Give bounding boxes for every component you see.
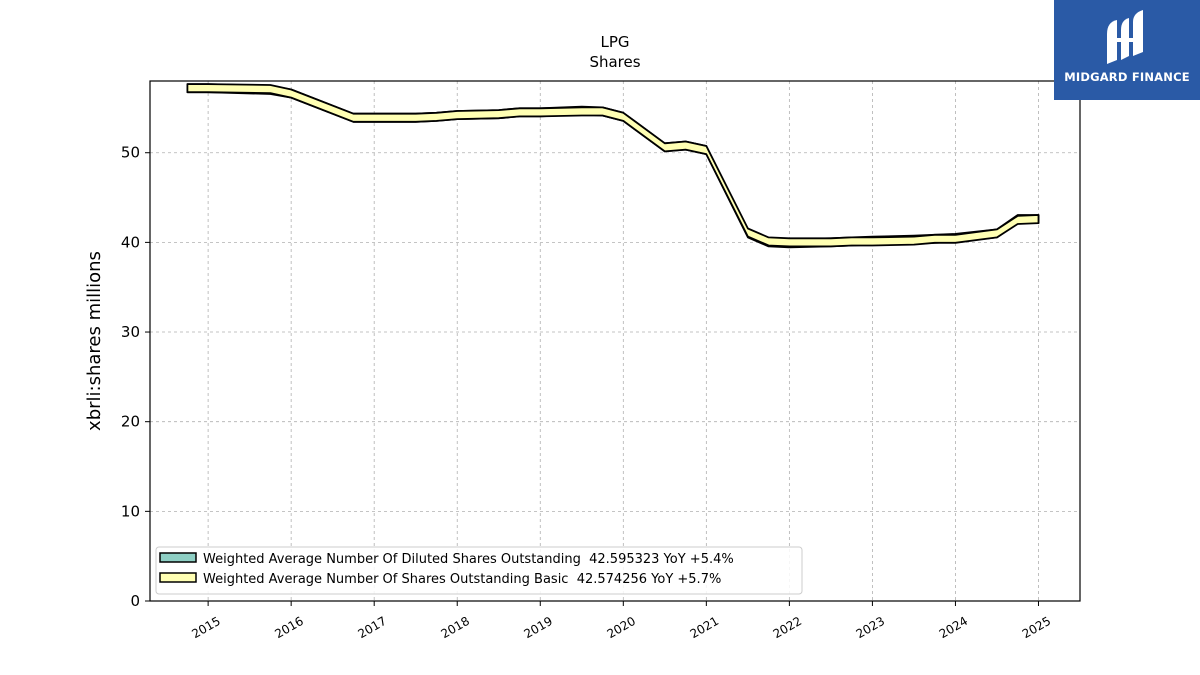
chart-title: LPG [600, 33, 629, 51]
x-tick-label: 2019 [522, 614, 555, 641]
series-layer [186, 83, 1040, 249]
midgard-m-icon [1107, 10, 1143, 64]
y-tick-label: 20 [121, 413, 140, 431]
legend-label-2: Weighted Average Number Of Shares Outsta… [203, 572, 721, 587]
y-tick-label: 50 [121, 144, 140, 162]
x-tick-label: 2020 [605, 614, 638, 641]
brand-logo: MIDGARD FINANCE [1054, 0, 1200, 100]
y-axis: 0 10 20 30 40 50 [121, 144, 150, 610]
series-band-2 [186, 83, 1040, 248]
y-tick-label: 10 [121, 502, 140, 520]
legend-label-1: Weighted Average Number Of Diluted Share… [203, 552, 734, 567]
x-tick-label: 2016 [272, 614, 305, 641]
plot-frame [149, 80, 1081, 602]
series-band-1 [186, 83, 1040, 249]
grid-lines [150, 81, 1080, 601]
y-tick-label: 30 [121, 323, 140, 341]
chart-subtitle: Shares [589, 53, 640, 71]
legend-swatch-2 [159, 572, 197, 583]
x-tick-label: 2017 [355, 614, 388, 641]
x-tick-label: 2025 [1020, 614, 1053, 641]
x-tick-label: 2023 [854, 614, 887, 641]
brand-name: MIDGARD FINANCE [1064, 70, 1190, 84]
x-axis: 2015 2016 2017 2018 2019 2020 2021 2022 2023 2024… [189, 601, 1053, 641]
y-tick-label: 40 [121, 233, 140, 251]
y-axis-label: xbrli:shares millions [84, 251, 105, 431]
y-tick-label: 0 [130, 592, 140, 610]
x-tick-label: 2018 [439, 614, 472, 641]
x-tick-label: 2022 [771, 614, 804, 641]
x-tick-label: 2015 [189, 614, 222, 641]
legend-frame [155, 546, 803, 595]
legend-swatch-1 [159, 552, 197, 563]
x-tick-label: 2024 [937, 614, 970, 641]
x-tick-label: 2021 [688, 614, 721, 641]
legend: Weighted Average Number Of Diluted Share… [155, 546, 803, 595]
